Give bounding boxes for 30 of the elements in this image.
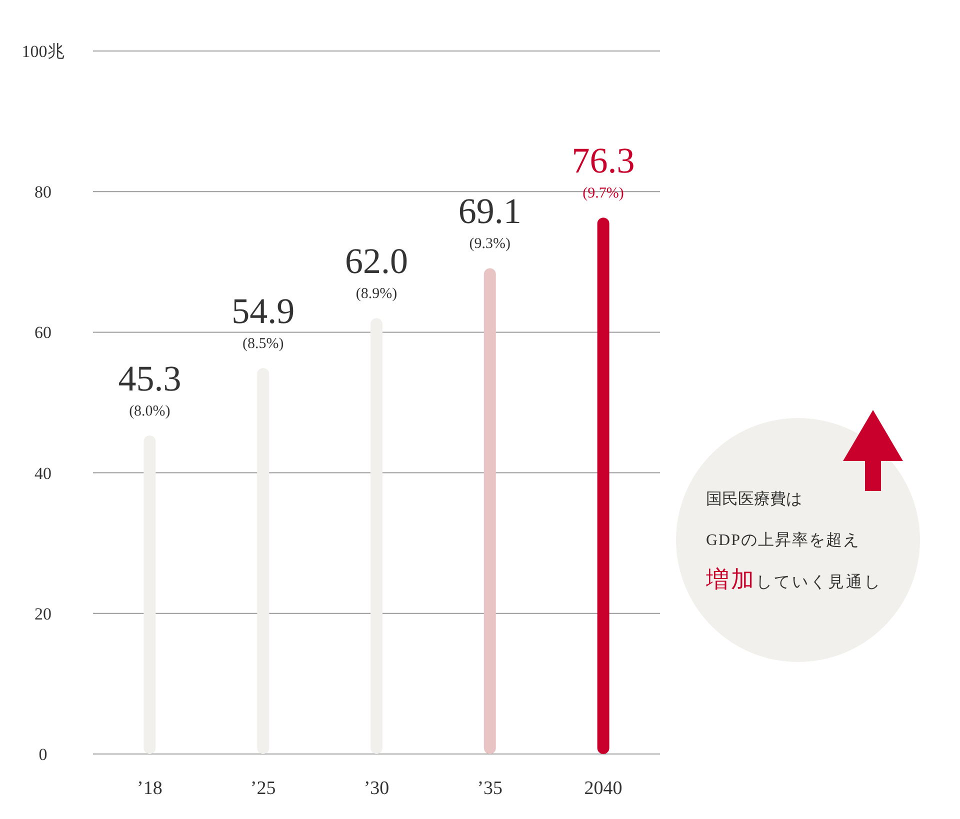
- x-tick-label: ’30: [364, 778, 390, 799]
- bar: [597, 218, 610, 754]
- bar: [257, 368, 270, 754]
- data-label: 54.9: [232, 291, 295, 332]
- x-tick-label: ’35: [477, 778, 503, 799]
- annotation: (8.9%): [356, 286, 398, 302]
- bar: [144, 436, 156, 754]
- annotation: (9.3%): [469, 236, 511, 252]
- text: 増加: [705, 567, 756, 592]
- x-tick-label: ’18: [137, 778, 162, 799]
- bar: [484, 268, 496, 754]
- annotation: (8.0%): [129, 404, 170, 420]
- x-tick-label: ’25: [250, 778, 276, 799]
- text: していく見通し: [756, 573, 882, 591]
- y-tick-label: 40: [34, 464, 52, 483]
- y-tick-label: 60: [34, 323, 52, 342]
- text: GDPの上昇率を超え: [706, 531, 860, 549]
- annotation: (9.7%): [582, 186, 624, 202]
- data-label: 45.3: [118, 358, 182, 399]
- y-tick-label: 0: [38, 745, 48, 764]
- x-tick-label: 2040: [584, 778, 622, 799]
- data-label: 76.3: [572, 140, 635, 181]
- y-tick-label: 20: [34, 604, 52, 624]
- bar: [370, 318, 382, 754]
- y-tick-label: 100兆: [22, 42, 64, 61]
- text: 国民医療費は: [706, 490, 802, 508]
- data-label: 62.0: [345, 241, 408, 282]
- y-tick-label: 80: [34, 182, 52, 202]
- annotation: (8.5%): [242, 336, 284, 352]
- data-label: 69.1: [458, 191, 522, 232]
